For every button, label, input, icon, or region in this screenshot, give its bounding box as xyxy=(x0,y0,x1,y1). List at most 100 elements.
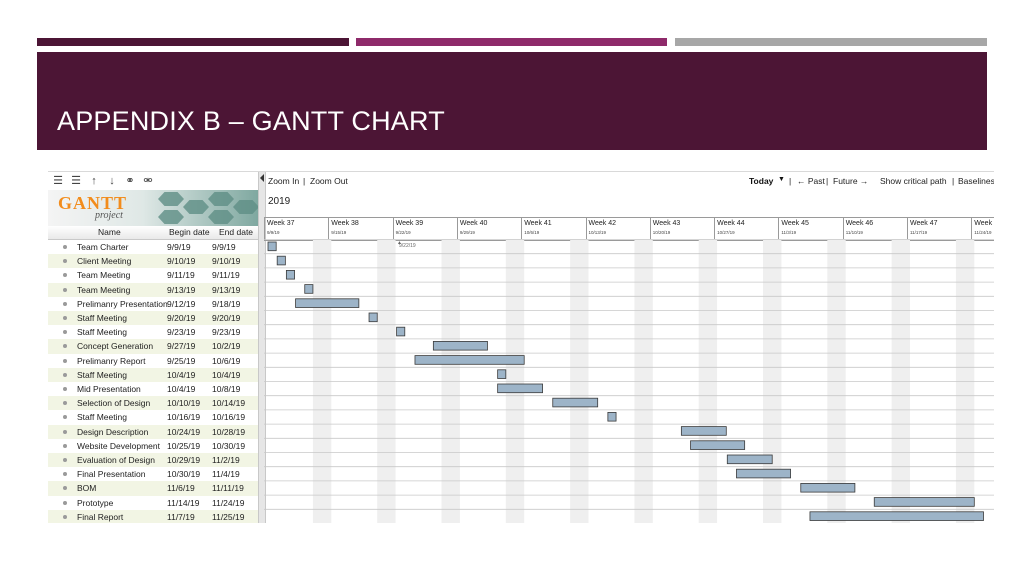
task-bar[interactable] xyxy=(497,369,507,379)
task-name: Staff Meeting xyxy=(77,313,127,323)
task-bar[interactable] xyxy=(414,355,525,365)
week-column-header: Week 41 10/6/19 xyxy=(521,218,586,240)
task-bar[interactable] xyxy=(607,411,617,422)
task-name: Prelimanry Presentation xyxy=(77,298,168,309)
zoom-out-button[interactable]: Zoom Out xyxy=(310,176,348,186)
gantt-chart-pane: Zoom In | Zoom Out Today ▼ | ← Past | Fu… xyxy=(264,172,994,523)
task-name: Concept Generation xyxy=(77,341,154,352)
task-bar[interactable] xyxy=(690,440,746,450)
logo-text: GANTT xyxy=(58,193,128,213)
task-bar[interactable] xyxy=(368,312,378,323)
task-begin-date: 10/24/19 xyxy=(167,426,201,437)
task-row[interactable]: Selection of Design 10/10/19 10/14/19 xyxy=(48,396,258,411)
task-bar[interactable] xyxy=(276,255,286,266)
task-row[interactable]: Team Meeting 9/13/19 9/13/19 xyxy=(48,282,258,297)
today-marker-icon: ▲ xyxy=(397,240,402,246)
task-begin-date: 9/27/19 xyxy=(167,341,196,352)
outdent-icon[interactable]: ☰ xyxy=(71,175,81,187)
zoom-in-button[interactable]: Zoom In xyxy=(268,176,300,186)
task-bar[interactable] xyxy=(552,397,599,408)
task-row[interactable]: Staff Meeting 10/16/19 10/16/19 xyxy=(48,410,258,424)
task-bar[interactable] xyxy=(736,468,791,479)
task-name: Client Meeting xyxy=(77,256,132,267)
task-name: Prelimanry Report xyxy=(77,355,146,366)
task-begin-date: 10/4/19 xyxy=(167,369,196,380)
week-label: Week 42 xyxy=(588,220,617,227)
task-row[interactable]: Team Charter 9/9/19 9/9/19 xyxy=(48,240,258,254)
task-row[interactable]: Final Report 11/7/19 11/25/19 xyxy=(48,509,258,523)
weekend-shade xyxy=(891,239,910,523)
past-button[interactable]: ← Past xyxy=(797,176,825,186)
task-bar[interactable] xyxy=(304,284,314,294)
weekend-shade xyxy=(312,239,332,523)
week-date: 10/20/19 xyxy=(652,230,671,235)
task-row[interactable]: Staff Meeting 9/23/19 9/23/19 xyxy=(48,325,258,339)
task-begin-date: 9/23/19 xyxy=(167,327,196,338)
task-bullet-icon xyxy=(63,458,67,462)
task-bar[interactable] xyxy=(680,426,727,436)
move-up-icon[interactable]: ↑ xyxy=(91,175,97,187)
column-header-end-date[interactable]: End date xyxy=(219,227,254,237)
task-name: Website Development xyxy=(77,440,160,451)
unlink-icon[interactable]: ⚮ xyxy=(143,175,153,187)
task-bullet-icon xyxy=(63,486,67,491)
baselines-button[interactable]: Baselines... xyxy=(958,176,994,186)
timeline-header: Week 37 9/9/19 Week 38 9/15/19 Week 39 9/22/1… xyxy=(264,217,994,241)
task-row[interactable]: Client Meeting 9/10/19 9/10/19 xyxy=(48,254,258,269)
task-bar[interactable] xyxy=(809,511,984,521)
task-row[interactable]: BOM 11/6/19 11/11/19 xyxy=(48,481,258,496)
task-bar[interactable] xyxy=(295,298,360,308)
task-row[interactable]: Staff Meeting 10/4/19 10/4/19 xyxy=(48,367,258,382)
task-bar[interactable] xyxy=(497,383,543,394)
today-dropdown-icon[interactable]: ▼ xyxy=(778,176,785,183)
pane-splitter[interactable] xyxy=(258,172,266,523)
task-row[interactable]: Final Presentation 10/30/19 11/4/19 xyxy=(48,467,258,481)
task-begin-date: 10/29/19 xyxy=(167,455,201,465)
task-bar[interactable] xyxy=(873,497,975,507)
move-down-icon[interactable]: ↓ xyxy=(109,175,115,187)
week-label: Week 39 xyxy=(395,220,424,227)
task-bar[interactable] xyxy=(285,269,295,280)
task-row[interactable]: Prelimanry Presentation 9/12/19 9/18/19 xyxy=(48,297,258,311)
task-bar[interactable] xyxy=(432,341,488,351)
task-row[interactable]: Mid Presentation 10/4/19 10/8/19 xyxy=(48,382,258,396)
task-bar[interactable] xyxy=(267,241,277,252)
indent-icon[interactable]: ☰ xyxy=(53,175,63,187)
week-column-header: Week 39 9/22/19 xyxy=(392,218,458,240)
week-date: 9/9/19 xyxy=(267,230,280,235)
task-row[interactable]: Evaluation of Design 10/29/19 11/2/19 xyxy=(48,453,258,468)
task-row[interactable]: Team Meeting 9/11/19 9/11/19 xyxy=(48,268,258,282)
week-column-header: Week 46 11/10/19 xyxy=(842,218,908,240)
task-bullet-icon xyxy=(63,344,67,349)
column-header-begin-date[interactable]: Begin date xyxy=(169,227,210,237)
task-end-date: 10/14/19 xyxy=(212,398,246,409)
task-bar[interactable] xyxy=(800,482,856,493)
title-banner: APPENDIX B – GANTT CHART xyxy=(37,52,987,150)
logo-hex xyxy=(158,192,184,206)
task-row[interactable]: Website Development 10/25/19 10/30/19 xyxy=(48,439,258,453)
show-critical-path-button[interactable]: Show critical path xyxy=(880,176,947,186)
task-end-date: 10/30/19 xyxy=(212,440,246,451)
task-begin-date: 10/25/19 xyxy=(167,440,201,451)
weekend-shade xyxy=(441,239,460,523)
task-row[interactable]: Prelimanry Report 9/25/19 10/6/19 xyxy=(48,354,258,368)
today-button[interactable]: Today xyxy=(749,176,774,186)
task-bullet-icon xyxy=(63,287,67,292)
week-date: 11/24/19 xyxy=(974,230,992,235)
task-bar[interactable] xyxy=(396,326,406,337)
task-bullet-icon xyxy=(63,301,67,306)
column-header-name[interactable]: Name xyxy=(98,227,121,237)
future-button[interactable]: Future → xyxy=(833,176,869,186)
link-icon[interactable]: ⚭ xyxy=(125,175,135,187)
task-row[interactable]: Prototype 11/14/19 11/24/19 xyxy=(48,496,258,510)
task-begin-date: 11/7/19 xyxy=(167,511,195,522)
task-begin-date: 10/30/19 xyxy=(167,469,201,480)
task-row[interactable]: Staff Meeting 9/20/19 9/20/19 xyxy=(48,311,258,326)
separator: | xyxy=(826,176,829,186)
task-row[interactable]: Design Description 10/24/19 10/28/19 xyxy=(48,424,258,439)
task-row[interactable]: Concept Generation 9/27/19 10/2/19 xyxy=(48,339,258,354)
task-bar[interactable] xyxy=(726,454,773,465)
week-date: 11/17/19 xyxy=(910,230,928,235)
task-end-date: 10/2/19 xyxy=(212,341,241,352)
collapse-arrow-icon[interactable] xyxy=(260,174,264,182)
